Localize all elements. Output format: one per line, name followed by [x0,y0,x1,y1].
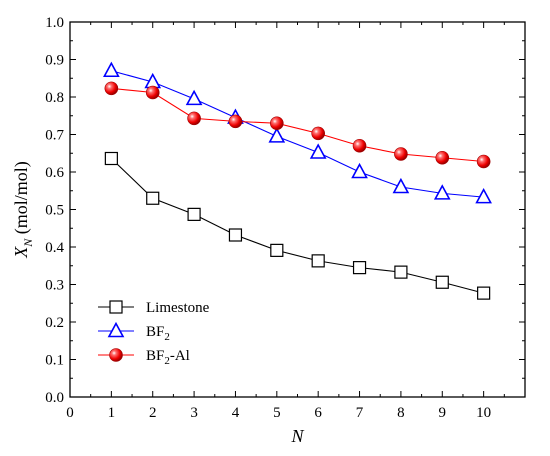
data-point [270,243,284,257]
data-point [392,177,410,194]
y-axis-title-sub: N [21,238,35,248]
legend-label-sub: 2 [164,331,170,343]
data-point [311,126,325,141]
y-axis-title-var: X [11,246,31,259]
data-point [433,184,451,200]
series-bf2-al [104,81,491,169]
y-axis-title-unit: (mol/mol) [11,161,32,239]
series-line [111,87,484,163]
data-point [228,228,243,242]
y-tick-label: 0.2 [45,315,64,331]
data-point [352,261,367,275]
legend-marker [109,348,123,362]
y-tick-label: 0.4 [45,240,64,256]
data-point [309,143,327,159]
legend-item: Limestone [98,300,210,316]
data-point [394,265,408,279]
x-tick-label: 6 [314,405,322,421]
data-point [187,111,201,126]
legend-label: Limestone [146,300,210,316]
y-tick-label: 1.0 [45,15,64,31]
series-bf2 [103,61,492,204]
y-tick-label: 0.7 [45,128,64,144]
y-tick-label: 0.9 [45,53,64,69]
x-tick-label: 8 [397,405,405,421]
y-tick-label: 0.8 [45,90,64,106]
data-point [104,81,119,96]
data-point [394,147,408,161]
data-point [103,61,120,78]
y-tick-label: 0.6 [45,165,64,181]
x-tick-label: 9 [439,405,447,421]
x-axis-title: N [290,426,304,446]
data-point [435,275,449,289]
x-tick-label: 4 [232,405,240,421]
data-point [311,254,325,268]
data-point [477,286,491,300]
data-point [104,151,118,166]
y-tick-label: 0.3 [45,278,64,294]
data-point [352,138,367,153]
data-point [475,187,492,204]
data-point [351,162,368,179]
x-tick-label: 0 [66,405,74,421]
y-tick-label: 0.0 [45,390,64,406]
x-tick-label: 7 [356,405,364,421]
series-line [111,70,484,198]
legend-label-sub: 2 [164,355,170,367]
y-axis-title: XN (mol/mol) [11,161,35,259]
legend-marker [107,321,125,338]
legend-label-main: BF [146,324,164,340]
legend-label-main: BF [146,348,164,364]
data-point [185,89,203,106]
data-point [268,127,286,143]
data-point [270,116,284,131]
x-tick-label: 3 [190,405,198,421]
legend-label-suffix: -Al [170,348,190,364]
data-point [228,114,243,129]
series-line [110,158,484,294]
legend-item: BF2 [98,321,170,343]
legend-item: BF2-Al [98,348,190,367]
legend-marker [109,300,123,314]
legend-label-main: Limestone [146,300,210,316]
legend-label: BF2-Al [146,348,190,367]
x-tick-label: 5 [273,405,281,421]
data-point [187,207,201,221]
y-tick-label: 0.1 [45,353,64,369]
data-point [145,85,160,100]
legend-label: BF2 [146,324,170,343]
x-tick-label: 1 [108,405,116,421]
x-tick-label: 2 [149,405,157,421]
series-limestone [104,151,491,300]
y-tick-label: 0.5 [45,203,64,219]
x-tick-label: 10 [476,405,491,421]
data-point [146,191,160,205]
data-point [476,154,491,169]
data-point [435,150,450,165]
